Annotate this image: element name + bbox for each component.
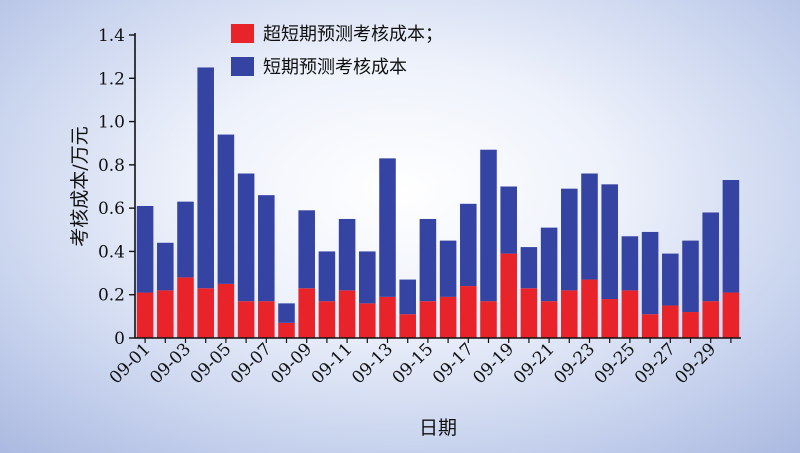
bar-09-11-series-2 [338, 218, 356, 291]
bar-09-13-series-2 [379, 158, 396, 297]
bar-09-08-series-2 [278, 303, 295, 323]
bar-09-12-series-1 [359, 303, 376, 338]
bar-09-26-series-2 [641, 231, 659, 315]
y-tick-label: 1.4 [98, 26, 125, 46]
bar-09-10-series-1 [318, 301, 336, 338]
bar-09-19-series-2 [500, 186, 517, 254]
bar-09-03-series-2 [177, 201, 194, 278]
bar-09-22-series-2 [561, 188, 578, 291]
bar-09-04-series-2 [197, 67, 214, 289]
bar-09-10-series-2 [318, 251, 336, 302]
x-axis-title: 日期 [419, 417, 457, 439]
y-tick-label: 1.2 [98, 69, 125, 89]
bar-09-02-series-2 [157, 242, 174, 291]
bar-09-26-series-1 [641, 314, 659, 338]
bar-09-27-series-1 [662, 305, 679, 338]
bar-09-27-series-2 [662, 253, 679, 306]
x-tick-label: 09-03 [146, 339, 195, 388]
bar-09-29-series-2 [702, 212, 719, 302]
bar-09-30-series-1 [722, 292, 740, 338]
y-tick-label: 0.8 [98, 156, 125, 176]
bar-09-25-series-2 [621, 236, 639, 291]
bar-09-16-series-2 [439, 240, 457, 297]
bar-09-20-series-2 [520, 247, 538, 289]
bar-09-21-series-1 [540, 301, 558, 338]
bar-09-28-series-2 [682, 240, 699, 313]
x-tick-label: 09-09 [267, 339, 316, 388]
bar-09-01-series-1 [136, 292, 154, 338]
bar-09-06-series-1 [237, 301, 255, 338]
bar-09-12-series-2 [359, 251, 376, 304]
y-tick-label: 0 [114, 329, 125, 349]
bar-09-23-series-2 [581, 173, 598, 280]
bar-09-07-series-2 [258, 195, 275, 302]
legend-swatch-2 [231, 57, 254, 76]
x-tick-label: 09-11 [308, 339, 357, 388]
bar-09-17-series-2 [460, 203, 477, 287]
bar-09-06-series-2 [237, 173, 255, 302]
bar-09-07-series-1 [258, 301, 275, 338]
bar-09-21-series-2 [540, 227, 558, 302]
bar-09-25-series-1 [621, 290, 639, 338]
bars-layer [136, 67, 740, 338]
bar-09-20-series-1 [520, 288, 538, 338]
bar-09-30-series-2 [722, 180, 740, 293]
x-tick-label: 09-01 [106, 339, 155, 388]
x-tick-label: 09-19 [469, 339, 518, 388]
bar-09-05-series-2 [217, 134, 235, 284]
bar-09-24-series-2 [601, 184, 618, 300]
bar-09-19-series-1 [500, 253, 517, 338]
bar-09-05-series-1 [217, 283, 235, 338]
bar-09-23-series-1 [581, 279, 598, 338]
legend: 超短期预测考核成本； 短期预测考核成本 [231, 24, 443, 78]
bar-09-01-series-2 [136, 205, 154, 293]
bar-09-14-series-1 [399, 314, 416, 338]
x-tick-label: 09-05 [187, 339, 236, 388]
bar-09-11-series-1 [338, 290, 356, 338]
bar-09-03-series-1 [177, 277, 194, 338]
x-tick-label: 09-21 [510, 339, 559, 388]
bar-09-17-series-1 [460, 286, 477, 338]
bar-09-14-series-2 [399, 279, 416, 315]
bar-09-18-series-1 [480, 301, 497, 338]
bar-09-15-series-2 [419, 218, 437, 302]
x-tick-label: 09-23 [550, 339, 599, 388]
bar-09-15-series-1 [419, 301, 437, 338]
y-tick-label: 0.6 [98, 199, 125, 219]
legend-swatch-1 [231, 24, 254, 43]
legend-label-1: 超短期预测考核成本； [263, 24, 443, 45]
x-tick-label: 09-15 [389, 339, 438, 388]
bar-09-29-series-1 [702, 301, 719, 338]
x-tick-label: 09-29 [671, 339, 720, 388]
x-tick-label: 09-27 [631, 339, 680, 388]
bar-09-08-series-1 [278, 322, 295, 338]
bar-09-09-series-2 [298, 210, 315, 289]
y-axis-title: 考核成本/万元 [69, 126, 91, 246]
bar-09-18-series-2 [480, 149, 497, 302]
bar-09-04-series-1 [197, 288, 214, 338]
x-tick-label: 09-13 [348, 339, 397, 388]
bar-09-22-series-1 [561, 290, 578, 338]
bar-09-24-series-1 [601, 299, 618, 338]
bar-09-28-series-1 [682, 312, 699, 338]
bar-09-13-series-1 [379, 296, 396, 338]
legend-label-2: 短期预测考核成本 [263, 57, 407, 78]
y-tick-label: 0.4 [98, 242, 125, 262]
bar-09-09-series-1 [298, 288, 315, 338]
bar-09-16-series-1 [439, 296, 457, 338]
x-tick-label: 09-07 [227, 339, 276, 388]
y-tick-label: 0.2 [98, 286, 125, 306]
bar-09-02-series-1 [157, 290, 174, 338]
y-tick-label: 1.0 [98, 113, 125, 133]
x-tick-label: 09-17 [429, 339, 478, 388]
x-tick-label: 09-25 [591, 339, 640, 388]
